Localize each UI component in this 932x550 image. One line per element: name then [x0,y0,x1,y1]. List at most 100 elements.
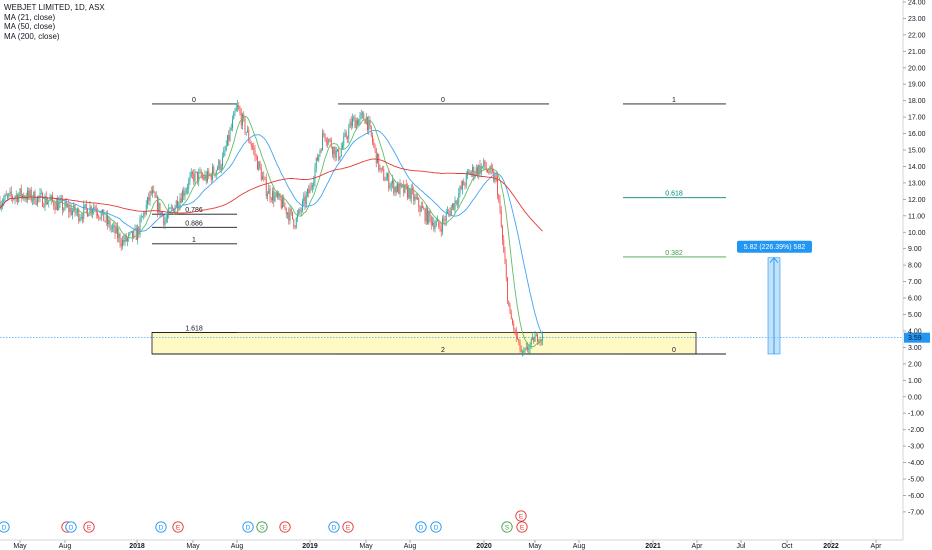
time-tick-label: May [359,543,373,550]
candle-body [219,160,221,170]
event-label-E: E [346,524,351,531]
candle-body [462,181,463,189]
candle-body [337,149,338,151]
candle-body [123,239,125,243]
candle-body [284,206,286,208]
price-tick-label: -4.00 [908,460,924,467]
measure-tool[interactable]: 5.82 (226.39%) 582 [737,240,812,355]
candle-body [2,202,3,205]
candle-body [137,227,138,240]
candle-body [35,203,37,205]
candle-body [493,171,495,182]
time-tick-label: May [528,543,542,550]
time-axis[interactable]: May Aug 2018 May Aug 2019 May Aug 2020 May Aug 2021… [0,539,903,550]
candle-body [84,204,86,206]
candle-body [230,128,232,130]
candle-body [105,215,107,222]
candle-body [15,194,17,198]
candle-body [182,190,183,203]
candle-body [192,172,193,174]
candle-body [79,218,81,221]
ma50-line [0,129,543,336]
event-marker-E [172,521,184,533]
candle-body [97,213,98,216]
candle-body [147,197,148,205]
candle-body [314,168,316,182]
candle-body [64,201,66,209]
candle-body [335,150,337,158]
candle-body [352,118,353,127]
time-tick-label: May [186,543,200,550]
candle-body [232,119,233,129]
candle-body [328,139,330,143]
candle-body [457,202,458,204]
legend-ma50: MA (50, close) [4,22,56,31]
support-zone-rect [151,332,697,355]
candle-body [390,183,392,187]
candle-body [419,207,421,212]
candle-body [470,172,472,175]
event-marker-E [279,521,291,533]
candle-body [74,205,76,213]
candle-body [344,132,346,137]
candle-body [133,229,135,238]
candle-body [249,140,251,144]
candle-body [189,176,191,181]
candle-body [144,212,146,215]
candle-body [135,228,137,240]
candle-body [480,166,482,174]
candle-body [408,188,410,198]
candle-body [452,203,453,208]
candle-body [274,195,276,202]
candle-body [414,196,416,201]
price-axis[interactable]: 25.0024.0023.0022.0021.0020.0019.0018.00… [902,0,926,540]
candle-body [525,347,527,349]
candle-body [117,227,118,239]
price-tick-label: 22.00 [908,32,926,39]
candle-body [407,186,408,198]
candle-body [350,121,352,127]
candle-body [450,207,452,216]
price-tick-label: 11.00 [908,213,925,220]
candle-body [242,114,243,126]
time-tick-label: Aug [59,543,72,550]
candle-body [447,211,448,214]
candle-body [360,113,362,116]
candle-body [300,210,302,212]
candle-body [307,189,308,195]
candle-body [59,199,61,203]
event-marker-D [155,521,167,533]
support-zone [151,332,697,355]
candle-body [122,239,123,247]
candle-body [340,148,342,157]
price-tick-label: 9.00 [908,246,922,253]
candle-body [268,188,270,194]
candle-body [362,113,363,115]
candle-body [43,206,45,208]
time-tick-label: 2022 [823,543,839,550]
candle-body [539,339,541,342]
candle-body [210,174,212,180]
candle-body [287,212,288,215]
candle-body [279,193,281,200]
candle-body [432,222,433,225]
candle-body [10,191,12,197]
candle-body [402,184,403,186]
candle-body [203,176,205,180]
candle-body [342,145,343,149]
candle-body [145,204,147,215]
price-tick-label: 10.00 [908,230,926,237]
time-tick-label: Oct [782,543,793,550]
candle-body [348,127,350,139]
candle-body [245,132,247,134]
event-label-D: D [2,524,7,531]
candle-body [530,339,532,344]
candle-body [205,174,207,182]
candle-body [325,139,327,143]
fib-label-right: 0.618 [665,191,683,198]
candle-body [423,208,425,210]
event-markers[interactable]: DEDEDEDSEDEDDESE [0,510,528,533]
candle-body [214,173,216,175]
candle-body [463,181,465,186]
